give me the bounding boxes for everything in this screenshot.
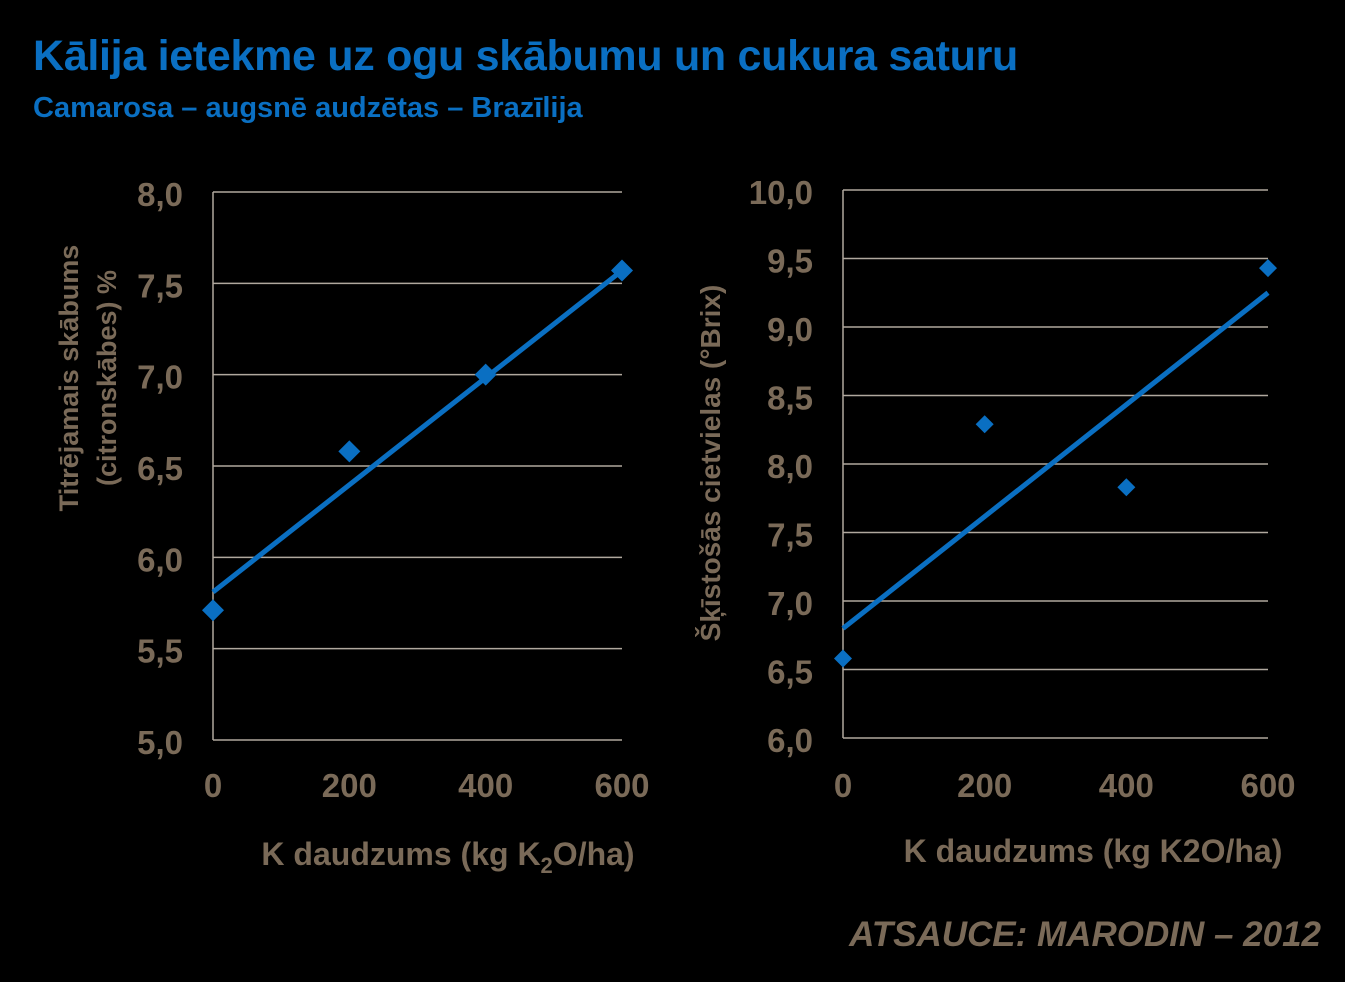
x-tick-label: 0 xyxy=(204,767,222,804)
trendline xyxy=(211,268,624,595)
data-point xyxy=(834,649,852,668)
brix-chart: 6,0 6,5 7,0 7,5 8,0 8,5 9,0 9,5 10,0 0 200 400 600 Šķ… xyxy=(694,174,1296,869)
y-tick-label: 7,5 xyxy=(137,267,183,304)
x-tick-label: 600 xyxy=(594,767,649,804)
y-tick-label: 9,5 xyxy=(767,243,813,280)
y-tick-label: 6,5 xyxy=(767,654,813,691)
y-tick-label: 7,0 xyxy=(137,359,183,396)
x-axis-title: K daudzums (kg K2O/ha) xyxy=(904,833,1283,869)
y-axis-title: Šķīstošās cietvielas (°Brix) xyxy=(694,285,726,642)
x-tick-label: 200 xyxy=(957,767,1012,804)
y-tick-label: 5,0 xyxy=(137,724,183,761)
x-tick-label: 400 xyxy=(1099,767,1154,804)
data-point xyxy=(202,599,224,622)
y-tick-label: 8,5 xyxy=(767,380,813,417)
y-tick-label: 6,5 xyxy=(137,450,183,487)
chart-subtitle: Camarosa – augsnē audzētas – Brazīlija xyxy=(33,92,583,124)
data-point xyxy=(975,415,994,434)
x-tick-label: 0 xyxy=(834,767,852,804)
data-point xyxy=(474,363,497,386)
data-point xyxy=(1117,478,1136,497)
y-axis-title-line1: Titrējamais skābums xyxy=(54,245,84,512)
y-axis-title-line1: Šķīstošās cietvielas (°Brix) xyxy=(694,285,726,642)
y-tick-label: 7,5 xyxy=(767,517,813,554)
y-tick-label: 6,0 xyxy=(767,722,813,759)
y-tick-label: 8,0 xyxy=(767,448,813,485)
x-axis-title: K daudzums (kg K2O/ha) xyxy=(261,836,634,878)
data-point xyxy=(1259,259,1277,278)
x-tick-label: 400 xyxy=(458,767,513,804)
data-point xyxy=(611,259,633,282)
y-axis-title-line2: (citronskābes) % xyxy=(92,270,122,486)
trendline xyxy=(841,290,1270,631)
y-tick-label: 6,0 xyxy=(137,541,183,578)
acidity-chart: 5,0 5,5 6,0 6,5 7,0 7,5 8,0 0 200 400 600 Titrējama… xyxy=(54,176,650,878)
x-tick-label: 200 xyxy=(322,767,377,804)
y-tick-label: 9,0 xyxy=(767,311,813,348)
data-point xyxy=(338,440,361,463)
x-tick-label: 600 xyxy=(1240,767,1295,804)
chart-title: Kālija ietekme uz ogu skābumu un cukura … xyxy=(33,32,1019,80)
y-tick-label: 10,0 xyxy=(749,174,813,211)
y-axis-title: Titrējamais skābums (citronskābes) % xyxy=(54,245,122,512)
y-tick-label: 5,5 xyxy=(137,633,183,670)
y-tick-label: 7,0 xyxy=(767,585,813,622)
y-tick-label: 8,0 xyxy=(137,176,183,213)
source-citation: ATSAUCE: MARODIN – 2012 xyxy=(849,915,1321,954)
